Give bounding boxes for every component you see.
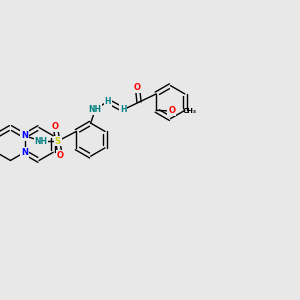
Text: CH₃: CH₃: [182, 108, 196, 114]
Text: N: N: [21, 148, 28, 157]
Text: O: O: [168, 106, 175, 116]
Text: H: H: [105, 97, 111, 106]
Text: O: O: [57, 151, 64, 160]
Text: N: N: [21, 131, 28, 140]
Text: H: H: [120, 105, 127, 114]
Text: O: O: [134, 83, 141, 92]
Text: S: S: [55, 136, 61, 146]
Text: NH: NH: [35, 136, 48, 146]
Text: NH: NH: [89, 105, 102, 114]
Text: O: O: [52, 122, 59, 131]
